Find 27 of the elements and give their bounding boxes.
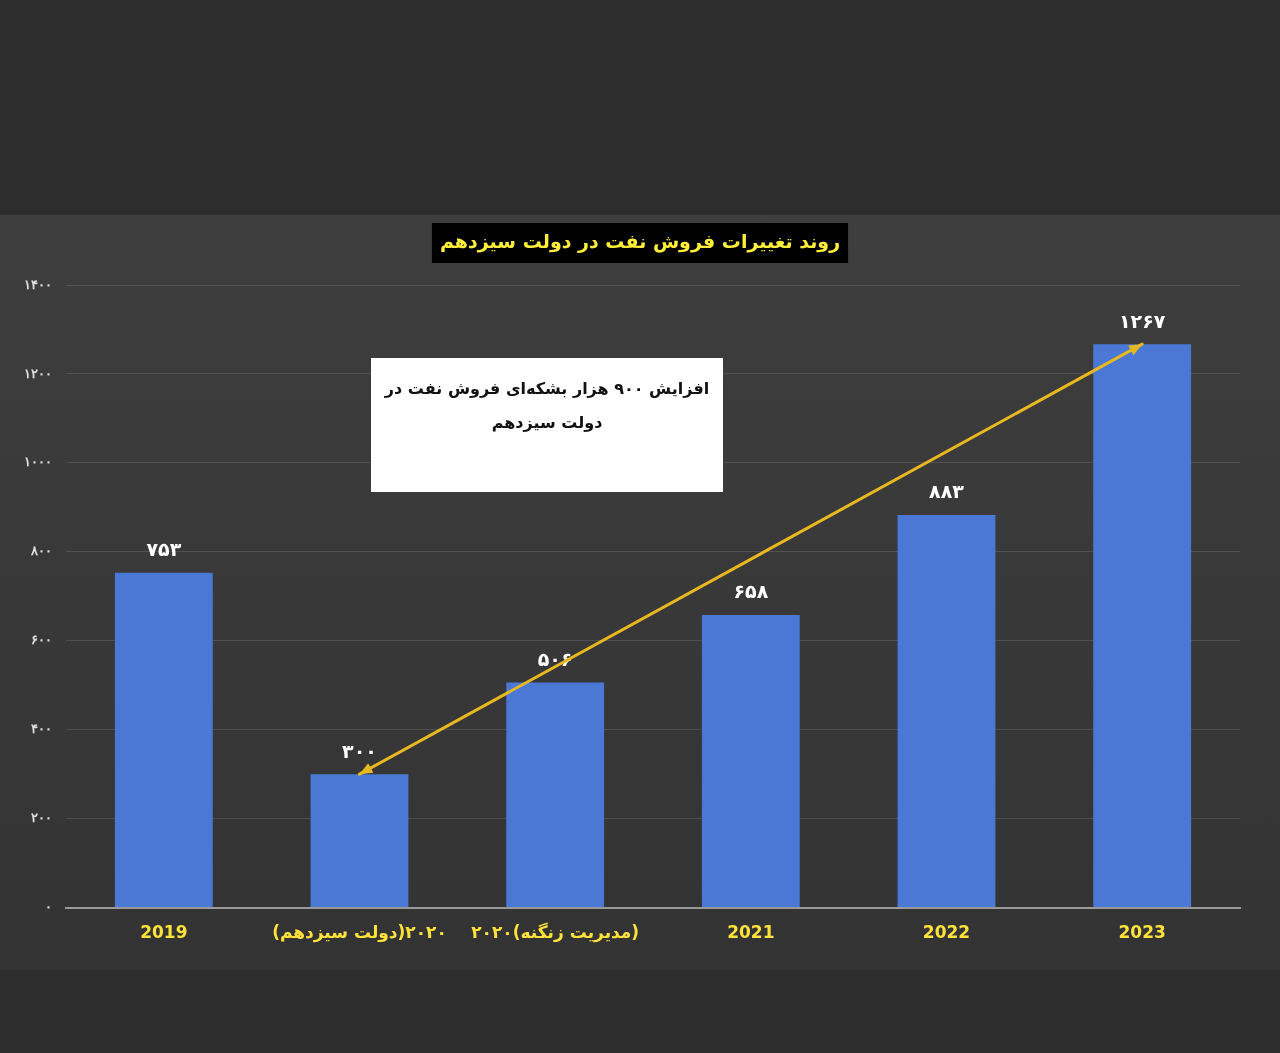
y-tick-label: ۶۰۰: [31, 632, 52, 648]
y-tick-label: ۰: [45, 899, 52, 915]
bar: [1093, 344, 1192, 908]
data-label: ۷۵۳: [146, 538, 182, 561]
x-tick-label: 2019: [140, 922, 188, 943]
bar: [310, 774, 409, 908]
data-label: ۱۲۶۷: [1118, 309, 1166, 332]
bar: [114, 572, 213, 908]
x-tick-label: ۲۰۲۰(مدیریت زنگنه): [471, 922, 640, 944]
bar: [897, 514, 996, 908]
chart-title: روند تغییرات فروش نفت در دولت سیزدهم: [439, 229, 841, 253]
bar: [506, 682, 605, 908]
x-tick-label: (دولت سیزدهم)۲۰۲۰: [272, 922, 447, 944]
bar: [701, 614, 800, 908]
y-tick-label: ۴۰۰: [31, 721, 52, 737]
y-tick-label: ۲۰۰: [31, 810, 52, 826]
data-label: ۸۸۳: [929, 480, 965, 503]
x-tick-label: 2023: [1118, 922, 1166, 943]
y-tick-label: ۸۰۰: [30, 543, 52, 559]
data-label: ۳۰۰: [342, 739, 377, 762]
y-tick-label: ۱۴۰۰: [24, 276, 52, 292]
y-tick-label: ۱۰۰۰: [24, 454, 52, 470]
x-tick-label: 2021: [727, 922, 775, 943]
annotation: افزایش ۹۰۰ هزار بشکه‌ای فروش نفت در دولت سیزدهم: [383, 378, 711, 434]
data-label: ۶۵۸: [733, 580, 769, 603]
y-tick-label: ۱۲۰۰: [24, 365, 52, 381]
x-tick-label: 2022: [922, 922, 971, 943]
